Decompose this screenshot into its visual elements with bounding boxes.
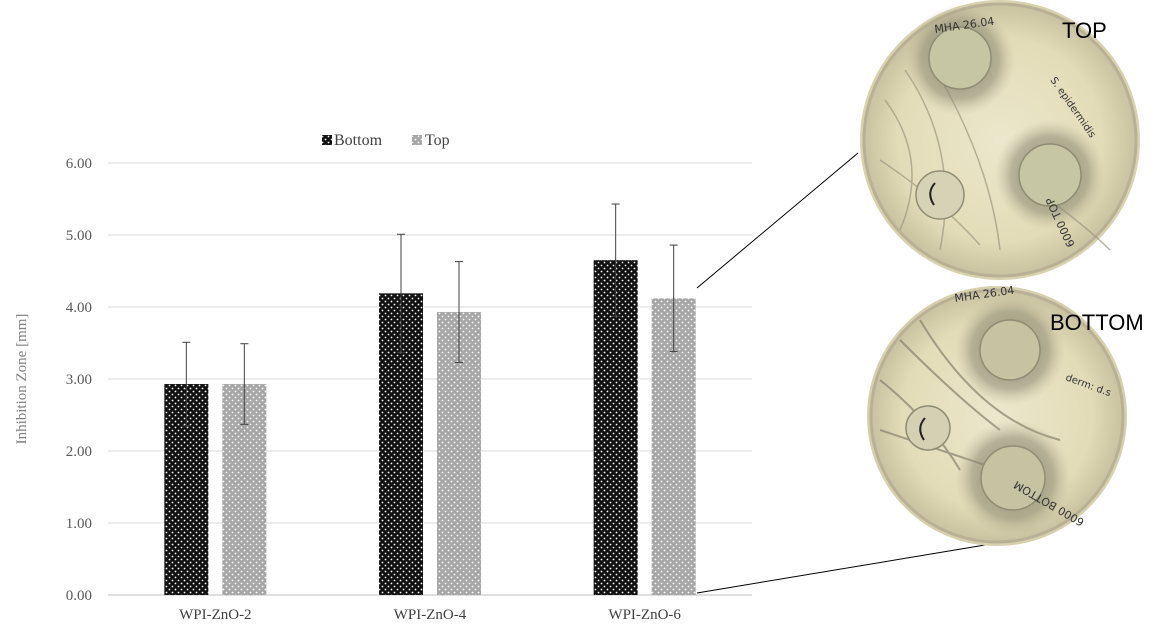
legend: Bottom Top bbox=[322, 132, 450, 149]
x-axis-categories: WPI-ZnO-2 WPI-ZnO-4 WPI-ZnO-6 bbox=[179, 607, 681, 623]
y-tick-label: 2.00 bbox=[66, 444, 92, 460]
y-tick-label: 4.00 bbox=[66, 300, 92, 316]
legend-swatch-bottom bbox=[322, 135, 332, 145]
x-category-label: WPI-ZnO-2 bbox=[179, 607, 251, 623]
y-axis-ticks: 0.00 1.00 2.00 3.00 4.00 5.00 6.00 bbox=[66, 156, 92, 604]
y-axis-title: Inhibition Zone [mm] bbox=[14, 314, 30, 445]
x-category-label: WPI-ZnO-6 bbox=[608, 607, 681, 623]
connector-line-bottom bbox=[696, 544, 986, 594]
error-bars bbox=[182, 203, 678, 427]
top-photo-label: TOP bbox=[1062, 18, 1107, 43]
plate-photo-top: MHA 26.04 S. epidermidis 6000 TOP bbox=[860, 0, 1140, 280]
legend-label-top: Top bbox=[425, 132, 450, 149]
legend-swatch-top bbox=[412, 135, 422, 145]
connector-line-top bbox=[696, 152, 859, 289]
y-tick-label: 1.00 bbox=[66, 516, 92, 532]
y-tick-label: 0.00 bbox=[66, 588, 92, 604]
gridlines bbox=[108, 162, 752, 596]
plate-photo-bottom: MHA 26.04 derm: d.s 6000 BOTTOM bbox=[867, 284, 1127, 546]
y-tick-label: 6.00 bbox=[66, 156, 92, 172]
bottom-photo-label: BOTTOM bbox=[1050, 310, 1144, 335]
legend-label-bottom: Bottom bbox=[334, 132, 383, 149]
y-tick-label: 3.00 bbox=[66, 372, 92, 388]
x-category-label: WPI-ZnO-4 bbox=[394, 607, 467, 623]
y-tick-label: 5.00 bbox=[66, 228, 92, 244]
